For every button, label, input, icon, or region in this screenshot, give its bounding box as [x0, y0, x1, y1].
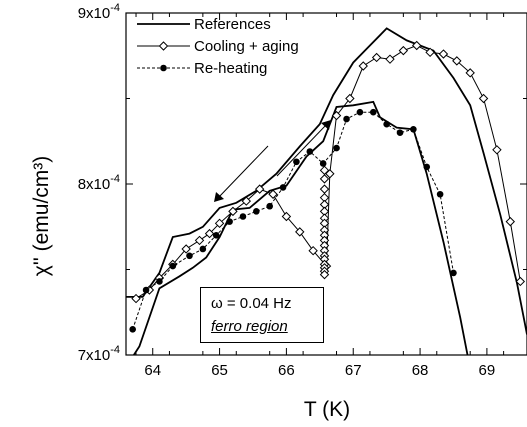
series-point [396, 129, 404, 136]
series-point [279, 184, 287, 191]
series-point [383, 120, 390, 128]
series-point [343, 115, 350, 123]
series-point [410, 125, 417, 133]
x-tick-label: 69 [479, 362, 496, 379]
series-point [169, 262, 177, 270]
reheating-arrowhead [321, 120, 331, 130]
series-point [156, 278, 163, 285]
x-tick-label: 66 [278, 362, 295, 379]
series-line-1 [132, 100, 469, 355]
series-point [281, 211, 292, 222]
y-tick-label: 7x10-4 [78, 344, 120, 364]
series-point [385, 54, 395, 64]
series-point [194, 235, 205, 246]
reheating-arrow [276, 123, 328, 177]
series-point [181, 244, 191, 254]
series-point [333, 144, 340, 152]
series-point [239, 213, 247, 220]
frequency-annotation: ω = 0.04 Hz [211, 295, 292, 312]
series-point [398, 45, 409, 56]
series-point [371, 52, 382, 63]
cooling-arrow [217, 145, 269, 199]
series-point [423, 163, 431, 171]
series-point [295, 227, 305, 237]
series-point [214, 218, 225, 229]
series-point [293, 158, 300, 166]
legend-label: Cooling + aging [194, 38, 299, 55]
series-point [331, 110, 342, 121]
series-point [226, 218, 233, 225]
x-tick-label: 68 [412, 362, 429, 379]
series-point [131, 293, 141, 304]
legend-marker-circle [160, 64, 167, 72]
aging-point [319, 184, 330, 194]
legend-label: References [194, 16, 271, 33]
series-point [356, 108, 364, 116]
series-point [308, 245, 318, 256]
series-point [228, 206, 238, 217]
series-point [436, 190, 444, 198]
cooling-arrowhead [214, 192, 224, 202]
series-point [358, 61, 368, 71]
series-line-0 [126, 27, 527, 335]
series-point [478, 93, 489, 104]
annotation-box: ω = 0.04 Hz ferro region [200, 287, 324, 343]
legend: References Cooling + aging Re-heating [137, 16, 299, 77]
series-point [425, 47, 435, 58]
x-tick-label: 64 [144, 362, 161, 379]
series-point [253, 208, 260, 215]
series-point [142, 286, 150, 294]
series-point [212, 232, 220, 239]
series-point [129, 326, 136, 333]
series-point [515, 276, 526, 287]
series-point [505, 216, 515, 227]
series-point [492, 145, 502, 155]
plot-frame [125, 12, 527, 356]
region-annotation: ferro region [211, 318, 288, 335]
series-point [325, 169, 335, 179]
aging-point [319, 174, 330, 184]
series-point [412, 40, 422, 51]
x-tick-label: 67 [345, 362, 362, 379]
series-point [306, 148, 314, 155]
series-point [204, 228, 215, 239]
series-point [465, 68, 475, 78]
series-point [450, 269, 457, 277]
legend-label: Re-heating [194, 60, 267, 77]
y-tick-label: 8x10-4 [78, 173, 120, 193]
y-axis-label: χ'' (emu/cm³) [30, 156, 53, 277]
series-point [199, 245, 207, 253]
series-point [345, 93, 355, 104]
legend-marker-diamond [158, 41, 169, 51]
series-point [369, 108, 377, 116]
x-tick-label: 65 [211, 362, 228, 379]
series-point [319, 160, 327, 167]
series-point [186, 252, 193, 260]
aging-point [319, 269, 330, 280]
arrows [214, 120, 331, 202]
series-point [268, 189, 278, 199]
series-point [266, 202, 273, 210]
x-axis-label: T (K) [304, 398, 350, 421]
series-point [241, 196, 252, 206]
series-point [438, 49, 449, 59]
series-point [452, 56, 462, 66]
series-point [254, 184, 265, 194]
y-tick-label: 9x10-4 [78, 2, 120, 22]
